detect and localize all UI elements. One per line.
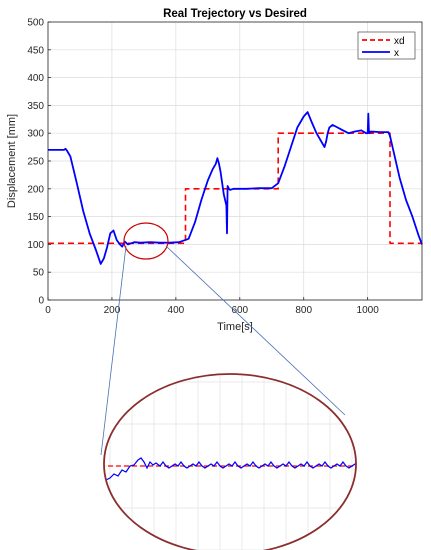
legend: xd x bbox=[357, 31, 416, 60]
chart-title: Real Trejectory vs Desired bbox=[163, 8, 307, 20]
y-tick-label: 50 bbox=[33, 268, 45, 279]
legend-label-x: x bbox=[394, 48, 399, 59]
legend-label-xd: xd bbox=[394, 36, 405, 47]
zoom-marker-ellipse bbox=[123, 222, 169, 260]
y-ticks: 0 50 100 150 200 250 300 350 400 450 500 bbox=[27, 18, 51, 307]
x-tick-label: 400 bbox=[168, 305, 185, 316]
y-tick-label: 350 bbox=[27, 101, 44, 112]
y-tick-label: 200 bbox=[27, 184, 44, 195]
zoom-inset bbox=[104, 374, 356, 550]
y-tick-label: 0 bbox=[38, 296, 44, 307]
zoom-connector-left bbox=[100, 245, 127, 456]
x-tick-label: 1000 bbox=[357, 305, 380, 316]
series-line-x bbox=[48, 111, 423, 265]
inset-x-line bbox=[105, 457, 356, 481]
y-tick-label: 250 bbox=[27, 157, 44, 168]
legend-box bbox=[357, 31, 416, 60]
y-tick-label: 500 bbox=[27, 18, 44, 29]
zoom-inset-ellipse bbox=[103, 373, 357, 550]
series-group bbox=[48, 111, 423, 265]
y-tick-label: 100 bbox=[27, 240, 44, 251]
zoom-connector-right bbox=[165, 245, 346, 416]
series-line-xd bbox=[48, 132, 422, 245]
x-ticks: 0 200 400 600 800 1000 bbox=[45, 297, 379, 316]
y-tick-label: 300 bbox=[27, 129, 44, 140]
x-tick-label: 800 bbox=[295, 305, 312, 316]
x-axis-label: Time[s] bbox=[217, 321, 253, 333]
y-axis-label: Displacement [mm] bbox=[6, 114, 18, 208]
y-tick-label: 450 bbox=[27, 45, 44, 56]
x-tick-label: 0 bbox=[45, 305, 51, 316]
y-tick-label: 400 bbox=[27, 73, 44, 84]
x-tick-label: 600 bbox=[231, 305, 248, 316]
y-tick-label: 150 bbox=[27, 212, 44, 223]
x-tick-label: 200 bbox=[104, 305, 121, 316]
